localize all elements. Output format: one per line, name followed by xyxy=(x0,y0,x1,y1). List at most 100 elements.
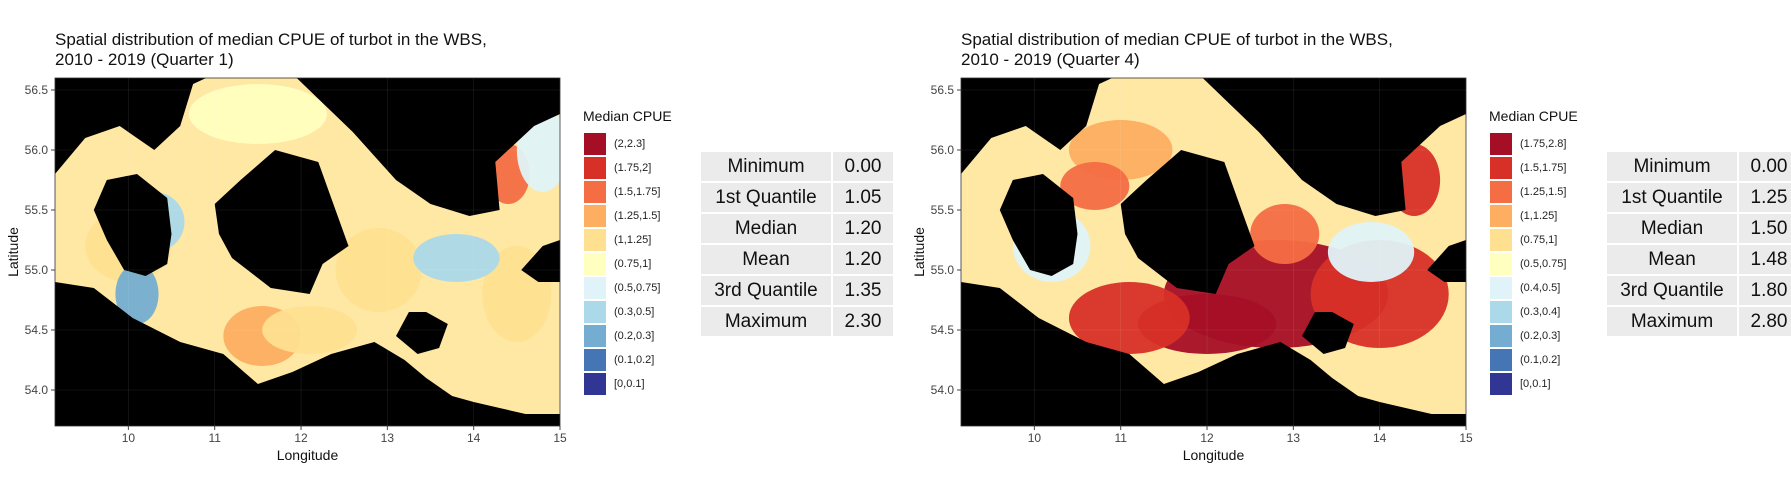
legend-label: (0.75,1] xyxy=(1520,234,1558,246)
y-tick-label: 54.0 xyxy=(25,383,49,397)
x-tick-label: 11 xyxy=(1114,431,1127,445)
y-tick-label: 55.0 xyxy=(931,263,955,277)
legend-item: (0.1,0.2] xyxy=(1489,348,1578,372)
legend-swatch xyxy=(1489,228,1513,252)
stat-label: Mean xyxy=(1605,243,1739,276)
legend-swatch xyxy=(583,300,607,324)
land-mass xyxy=(396,312,448,354)
title-line-1: Spatial distribution of median CPUE of t… xyxy=(55,30,487,49)
stat-value: 0.00 xyxy=(1737,150,1791,183)
legend-swatch xyxy=(583,348,607,372)
legend-items: (2,2.3] (1.75,2] (1.5,1.75] (1.25,1.5] (1,1.… xyxy=(583,132,672,396)
legend-label: (1,1.25] xyxy=(1520,210,1558,222)
legend-label: (0.75,1] xyxy=(614,258,652,270)
plot-border xyxy=(54,77,561,427)
legend-item: (1.25,1.5] xyxy=(583,204,672,228)
y-tick-label: 55.0 xyxy=(25,263,49,277)
legend-items: (1.75,2.8] (1.5,1.75] (1.25,1.5] (1,1.25] (0… xyxy=(1489,132,1578,396)
stats-row: 1st Quantile 1.05 xyxy=(699,181,895,214)
x-tick-label: 10 xyxy=(122,431,136,445)
stat-label: Maximum xyxy=(1605,305,1739,338)
land-mass xyxy=(999,174,1078,276)
legend-swatch xyxy=(1489,180,1513,204)
stats-row: 3rd Quantile 1.35 xyxy=(699,274,895,307)
stat-value: 1.50 xyxy=(1737,212,1791,245)
title-line-2: 2010 - 2019 (Quarter 4) xyxy=(961,50,1140,69)
legend-item: (0.5,0.75] xyxy=(583,276,672,300)
x-tick-label: 15 xyxy=(1459,431,1473,445)
x-tick-label: 13 xyxy=(1287,431,1301,445)
land-mass xyxy=(296,78,560,216)
legend-swatch xyxy=(583,156,607,180)
legend-label: (0.1,0.2] xyxy=(1520,354,1561,366)
stat-value: 1.20 xyxy=(831,212,895,245)
stat-value: 1.80 xyxy=(1737,274,1791,307)
x-tick-label: 10 xyxy=(1028,431,1042,445)
land-mass xyxy=(521,240,560,282)
stat-value: 2.30 xyxy=(831,305,895,338)
summary-stats-table: Minimum 0.00 1st Quantile 1.25 Median 1.50 Mea… xyxy=(1605,150,1791,338)
legend-label: (0.1,0.2] xyxy=(614,354,655,366)
stats-row: Mean 1.20 xyxy=(699,243,895,276)
stats-row: Median 1.20 xyxy=(699,212,895,245)
stat-value: 2.80 xyxy=(1737,305,1791,338)
stat-value: 1.25 xyxy=(1737,181,1791,214)
title-line-2: 2010 - 2019 (Quarter 1) xyxy=(55,50,234,69)
legend-label: (1.5,1.75] xyxy=(1520,162,1567,174)
legend-item: (2,2.3] xyxy=(583,132,672,156)
x-tick-label: 14 xyxy=(467,431,481,445)
stat-label: 1st Quantile xyxy=(699,181,833,214)
legend-item: (0.3,0.4] xyxy=(1489,300,1578,324)
land-mass xyxy=(961,78,1113,426)
x-tick-label: 12 xyxy=(294,431,308,445)
stats-row: Minimum 0.00 xyxy=(1605,150,1791,183)
y-axis-title: Latitude xyxy=(5,227,21,277)
stats-row: Mean 1.48 xyxy=(1605,243,1791,276)
legend-item: (0.4,0.5] xyxy=(1489,276,1578,300)
x-axis-title: Longitude xyxy=(1183,447,1245,463)
legend-item: (1.5,1.75] xyxy=(1489,156,1578,180)
stat-label: Maximum xyxy=(699,305,833,338)
legend-label: [0,0.1] xyxy=(614,378,645,390)
legend-swatch xyxy=(1489,132,1513,156)
legend-label: (1.75,2] xyxy=(614,162,652,174)
legend-item: (0.75,1] xyxy=(583,252,672,276)
legend-item: (0.2,0.3] xyxy=(583,324,672,348)
legend-swatch xyxy=(583,132,607,156)
legend-item: [0,0.1] xyxy=(583,372,672,396)
x-tick-label: 15 xyxy=(553,431,567,445)
legend-item: (1.75,2] xyxy=(583,156,672,180)
legend-label: (0.2,0.3] xyxy=(1520,330,1561,342)
legend-item: (1.75,2.8] xyxy=(1489,132,1578,156)
land-mass xyxy=(1120,150,1255,294)
stats-row: Minimum 0.00 xyxy=(699,150,895,183)
legend-item: (1.5,1.75] xyxy=(583,180,672,204)
legend-swatch xyxy=(1489,372,1513,396)
y-tick-label: 55.5 xyxy=(25,203,49,217)
y-tick-label: 54.5 xyxy=(25,323,49,337)
stat-label: 1st Quantile xyxy=(1605,181,1739,214)
legend-swatch xyxy=(1489,324,1513,348)
legend-swatch xyxy=(1489,276,1513,300)
legend-label: (2,2.3] xyxy=(614,138,646,150)
legend-label: [0,0.1] xyxy=(1520,378,1551,390)
legend-title: Median CPUE xyxy=(583,108,672,124)
y-tick-label: 54.0 xyxy=(931,383,955,397)
legend-item: (0.3,0.5] xyxy=(583,300,672,324)
legend-item: [0,0.1] xyxy=(1489,372,1578,396)
x-tick-label: 13 xyxy=(381,431,395,445)
legend-label: (0.3,0.5] xyxy=(614,306,655,318)
plot-border xyxy=(960,77,1467,427)
legend-swatch xyxy=(583,228,607,252)
legend-label: (1.5,1.75] xyxy=(614,186,661,198)
stat-label: Median xyxy=(699,212,833,245)
stat-label: 3rd Quantile xyxy=(1605,274,1739,307)
legend-swatch xyxy=(1489,204,1513,228)
stat-value: 1.20 xyxy=(831,243,895,276)
stat-label: Median xyxy=(1605,212,1739,245)
legend-label: (0.5,0.75] xyxy=(614,282,661,294)
stat-label: Mean xyxy=(699,243,833,276)
land-mass xyxy=(961,282,1466,426)
x-tick-label: 11 xyxy=(208,431,221,445)
legend-item: (1.25,1.5] xyxy=(1489,180,1578,204)
